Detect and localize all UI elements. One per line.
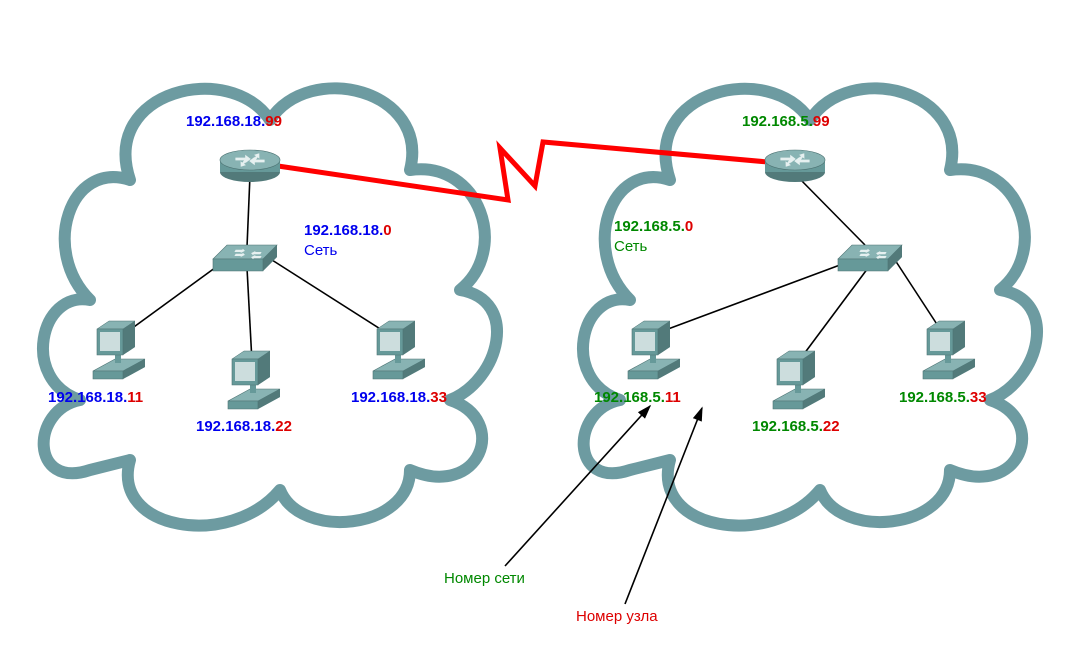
right-pc-mid-ip: 192.168.5.22 <box>752 418 840 435</box>
right-pc-mid-ip-net: 192.168.5. <box>752 418 823 435</box>
right-pc-mid-ip-host: 22 <box>823 418 840 435</box>
right-net-ip-net: 192.168.5. <box>614 218 685 235</box>
left-pc-mid-ip-host: 22 <box>275 418 292 435</box>
left-pc-left-ip: 192.168.18.11 <box>48 389 143 406</box>
right-pc-left-ip: 192.168.5.11 <box>594 389 681 406</box>
left-pc-left-ip-net: 192.168.18. <box>48 389 127 406</box>
left-pc-mid-ip: 192.168.18.22 <box>196 418 292 435</box>
left-pc-right-ip-net: 192.168.18. <box>351 389 430 406</box>
right-pc-right-ip: 192.168.5.33 <box>899 389 987 406</box>
caption-net-number: Номер сети <box>444 570 525 587</box>
right-router-ip-host: 99 <box>813 113 830 130</box>
right-router-ip-net: 192.168.5. <box>742 113 813 130</box>
diagram-canvas <box>0 0 1068 650</box>
left-net-ip: 192.168.18.0 <box>304 222 392 239</box>
right-net-label: Сеть <box>614 238 647 255</box>
right-router-icon <box>765 150 825 182</box>
left-router-ip: 192.168.18.99 <box>186 113 282 130</box>
right-pc-left-ip-net: 192.168.5. <box>594 389 665 406</box>
left-net-label: Сеть <box>304 242 337 259</box>
right-pc-right-ip-host: 33 <box>970 389 987 406</box>
left-router-icon <box>220 150 280 182</box>
left-pc-right-ip-host: 33 <box>430 389 447 406</box>
left-pc-mid-ip-net: 192.168.18. <box>196 418 275 435</box>
left-pc-right-ip: 192.168.18.33 <box>351 389 447 406</box>
right-net-ip: 192.168.5.0 <box>614 218 693 235</box>
right-pc-right-ip-net: 192.168.5. <box>899 389 970 406</box>
left-router-ip-host: 99 <box>265 113 282 130</box>
left-pc-left-ip-host: 11 <box>127 389 143 406</box>
left-net-ip-net: 192.168.18. <box>304 222 383 239</box>
caption-host-number: Номер узла <box>576 608 658 625</box>
left-net-ip-host: 0 <box>383 222 391 239</box>
right-net-ip-host: 0 <box>685 218 693 235</box>
right-pc-left-ip-host: 11 <box>665 389 681 406</box>
right-router-ip: 192.168.5.99 <box>742 113 830 130</box>
left-router-ip-net: 192.168.18. <box>186 113 265 130</box>
